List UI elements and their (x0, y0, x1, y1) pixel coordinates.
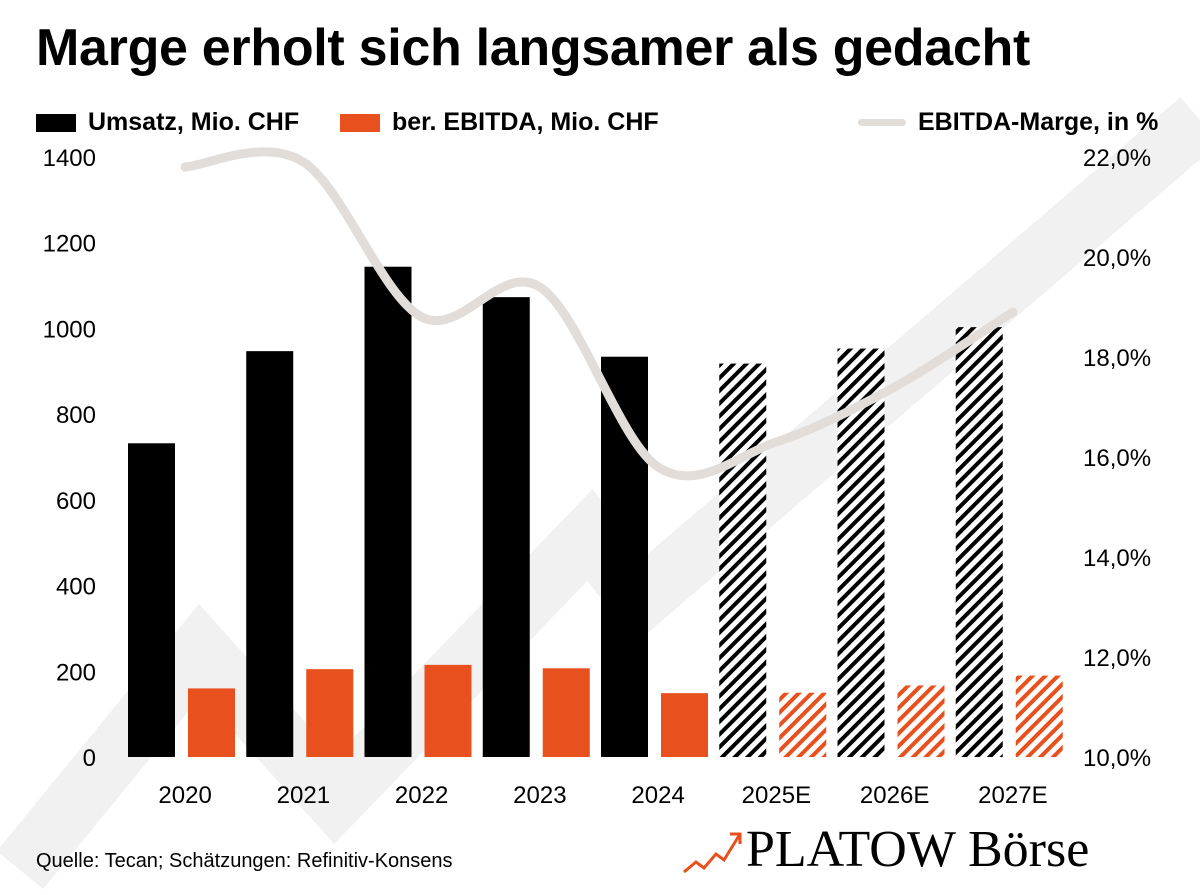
y-right-tick-label: 14,0% (1083, 545, 1151, 572)
bar-revenue-2027E (955, 327, 1003, 757)
x-tick-label: 2027E (978, 782, 1047, 809)
bar-ebitda-2020 (188, 688, 235, 757)
bar-revenue-2022 (364, 266, 412, 757)
y-right-tick-label: 22,0% (1083, 145, 1151, 172)
x-tick-label: 2022 (395, 782, 448, 809)
legend-label-margin: EBITDA-Marge, in % (918, 108, 1159, 136)
margin-line (180, 147, 1018, 481)
legend-label-ebitda: ber. EBITDA, Mio. CHF (392, 108, 659, 136)
bar-ebitda-2026E (897, 685, 945, 757)
bar-ebitda-2022 (424, 664, 472, 757)
bar-ebitda-2023 (542, 668, 590, 757)
legend-label-revenue: Umsatz, Mio. CHF (88, 108, 300, 136)
chart-title: Marge erholt sich langsamer als gedacht (36, 19, 1030, 77)
x-tick-label: 2023 (513, 782, 566, 809)
legend-item-revenue: Umsatz, Mio. CHF (36, 108, 299, 137)
y-right-tick-label: 20,0% (1083, 245, 1151, 272)
y-right-tick-label: 16,0% (1083, 445, 1151, 472)
y-right-tick-label: 18,0% (1083, 345, 1151, 372)
y-left-tick-label: 800 (56, 402, 96, 429)
bar-revenue-2021 (246, 351, 294, 757)
bar-ebitda-2027E (1015, 675, 1063, 757)
bar-ebitda-2024 (661, 693, 708, 757)
bar-revenue-2020 (128, 443, 175, 757)
legend-swatch-revenue (36, 113, 76, 132)
y-left-tick-label: 400 (56, 574, 96, 601)
bar-revenue-2025E (719, 363, 767, 757)
x-tick-label: 2025E (742, 782, 811, 809)
legend-item-margin: EBITDA-Marge, in % (858, 108, 1158, 137)
bar-ebitda-2021 (306, 669, 354, 757)
x-tick-label: 2021 (277, 782, 330, 809)
x-tick-label: 2020 (158, 782, 211, 809)
trend-arrow-icon (683, 832, 742, 874)
x-tick-label: 2024 (631, 782, 684, 809)
legend-swatch-margin (858, 119, 906, 126)
y-left-tick-label: 0 (83, 745, 96, 772)
x-tick-label: 2026E (860, 782, 929, 809)
legend-swatch-ebitda (340, 113, 380, 132)
y-left-tick-label: 600 (56, 488, 96, 515)
bar-revenue-2023 (482, 297, 530, 757)
brand-logo: PLATOW Börse (680, 824, 1089, 876)
legend-item-ebitda: ber. EBITDA, Mio. CHF (340, 108, 659, 137)
y-right-tick-label: 10,0% (1083, 745, 1151, 772)
bar-ebitda-2025E (779, 692, 827, 757)
y-left-tick-label: 1200 (43, 231, 96, 258)
source-note: Quelle: Tecan; Schätzungen: Refinitiv-Ko… (36, 850, 453, 872)
y-left-tick-label: 200 (56, 659, 96, 686)
y-right-tick-label: 12,0% (1083, 645, 1151, 672)
y-left-tick-label: 1000 (43, 316, 96, 343)
brand-name: PLATOW Börse (746, 821, 1090, 878)
y-left-tick-label: 1400 (43, 145, 96, 172)
